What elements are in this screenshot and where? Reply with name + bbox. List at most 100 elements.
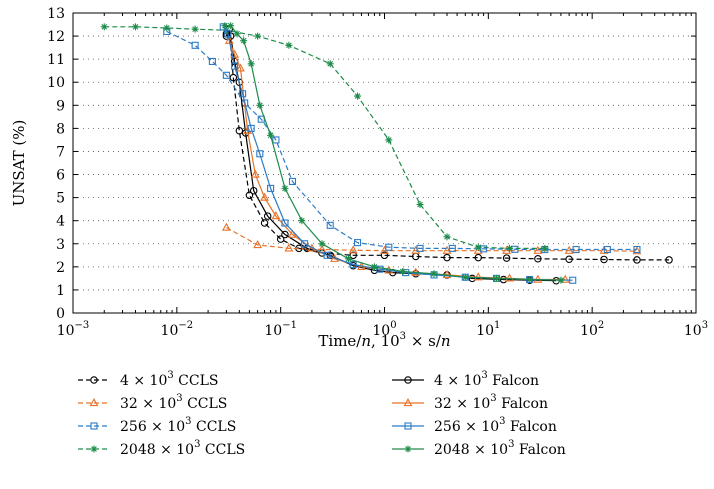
y-tick-label: 6 bbox=[56, 168, 65, 184]
legend-entry: 2048 × 103 CCLS bbox=[78, 439, 245, 458]
y-tick-label: 11 bbox=[47, 52, 65, 68]
data-point bbox=[208, 57, 216, 66]
data-point bbox=[569, 276, 577, 284]
x-tick-label: 103 bbox=[684, 320, 708, 339]
data-point bbox=[247, 60, 255, 68]
data-point bbox=[541, 244, 549, 252]
data-point bbox=[344, 255, 352, 263]
data-point bbox=[354, 92, 362, 100]
data-point bbox=[385, 243, 393, 251]
data-point bbox=[227, 22, 235, 30]
legend-entry: 4 × 103 CCLS bbox=[78, 370, 219, 389]
data-point bbox=[100, 23, 108, 31]
y-tick-label: 3 bbox=[56, 237, 65, 253]
data-point bbox=[240, 37, 248, 45]
series-0 bbox=[222, 25, 673, 264]
legend-marker bbox=[89, 398, 99, 407]
series-line bbox=[224, 25, 561, 281]
data-point bbox=[233, 30, 241, 38]
legend-label: 32 × 103 CCLS bbox=[120, 393, 227, 412]
series-line bbox=[104, 26, 545, 249]
legend-marker bbox=[403, 398, 413, 407]
data-point bbox=[473, 272, 483, 281]
data-point bbox=[526, 276, 534, 284]
data-point bbox=[281, 219, 289, 227]
legend-marker bbox=[404, 445, 412, 453]
x-axis-label: Time/n, 103 × s/n bbox=[318, 331, 450, 350]
data-point bbox=[506, 244, 514, 252]
data-point bbox=[560, 274, 570, 283]
series-line bbox=[226, 227, 638, 252]
data-point bbox=[229, 73, 238, 82]
data-point bbox=[326, 60, 334, 68]
y-tick-label: 13 bbox=[47, 6, 65, 22]
data-point bbox=[271, 211, 281, 220]
data-point bbox=[443, 253, 451, 262]
data-point bbox=[442, 269, 452, 279]
data-point bbox=[511, 245, 519, 253]
series-6 bbox=[219, 23, 577, 284]
data-point bbox=[260, 219, 269, 227]
legend-marker bbox=[404, 422, 412, 430]
data-point bbox=[281, 184, 289, 192]
data-point bbox=[236, 63, 245, 72]
data-point bbox=[285, 41, 293, 49]
data-point bbox=[399, 267, 407, 275]
data-point bbox=[353, 239, 362, 247]
data-point bbox=[256, 150, 264, 158]
legend-marker bbox=[90, 422, 98, 430]
data-point bbox=[221, 222, 231, 231]
data-point bbox=[272, 136, 280, 144]
y-axis-label: UNSAT (%) bbox=[10, 120, 28, 207]
data-point bbox=[443, 233, 451, 241]
data-point bbox=[461, 273, 469, 281]
data-point bbox=[260, 192, 270, 201]
legend-label: 256 × 103 Falcon bbox=[434, 416, 557, 435]
legend: 4 × 103 CCLS 32 × 103 CCLS 256 × 103 CCLS 2… bbox=[78, 370, 566, 458]
data-point bbox=[380, 251, 389, 260]
data-point bbox=[600, 255, 608, 264]
data-point bbox=[430, 270, 438, 278]
data-point bbox=[243, 125, 252, 134]
data-point bbox=[222, 71, 230, 79]
data-point bbox=[281, 230, 289, 239]
x-tick-label: 10−1 bbox=[264, 320, 297, 339]
data-point bbox=[534, 255, 542, 263]
data-point bbox=[473, 245, 483, 254]
data-point bbox=[163, 24, 171, 32]
y-tick-label: 1 bbox=[56, 283, 65, 299]
series-7 bbox=[221, 22, 565, 284]
data-point bbox=[221, 22, 229, 30]
legend-marker bbox=[90, 445, 98, 453]
legend-label: 4 × 103 Falcon bbox=[434, 370, 539, 389]
data-point bbox=[263, 212, 272, 220]
data-point bbox=[288, 229, 297, 238]
data-point bbox=[565, 255, 573, 263]
data-point bbox=[249, 186, 258, 195]
series-layer bbox=[100, 22, 673, 285]
data-point bbox=[191, 41, 199, 49]
series-line bbox=[228, 40, 566, 281]
data-point bbox=[474, 253, 483, 262]
data-point bbox=[267, 131, 275, 139]
data-point bbox=[239, 90, 247, 98]
legend-entry: 256 × 103 CCLS bbox=[78, 416, 236, 435]
y-tick-label: 5 bbox=[56, 191, 65, 207]
data-point bbox=[253, 239, 263, 249]
data-point bbox=[245, 191, 254, 200]
data-point bbox=[323, 251, 331, 259]
legend-label: 4 × 103 CCLS bbox=[120, 370, 219, 389]
data-point bbox=[326, 221, 334, 229]
data-point bbox=[572, 245, 580, 254]
data-point bbox=[191, 25, 199, 33]
x-tick-label: 100 bbox=[372, 320, 396, 339]
data-point bbox=[250, 169, 260, 178]
data-point bbox=[493, 274, 501, 282]
data-point bbox=[632, 246, 642, 255]
data-point bbox=[416, 244, 424, 252]
data-point bbox=[502, 254, 511, 262]
legend-entry: 32 × 103 Falcon bbox=[392, 393, 548, 412]
data-point bbox=[224, 30, 232, 38]
